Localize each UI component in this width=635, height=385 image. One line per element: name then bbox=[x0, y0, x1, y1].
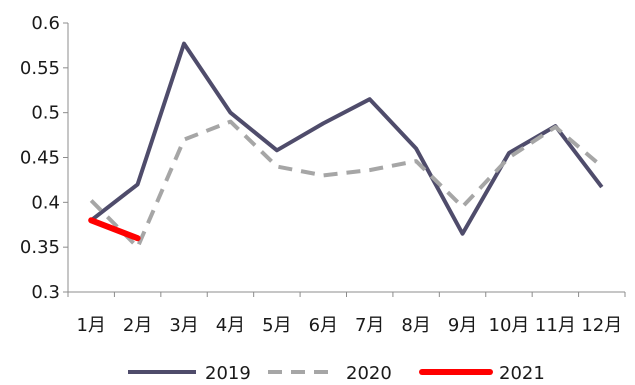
plot-area bbox=[88, 41, 604, 250]
legend: 2019 2020 2021 bbox=[128, 363, 545, 384]
x-tick-label: 11月 bbox=[535, 315, 576, 336]
legend-label-2019: 2019 bbox=[205, 363, 251, 384]
x-tick-label: 10月 bbox=[489, 315, 530, 336]
x-tick-label: 9月 bbox=[448, 315, 477, 336]
y-axis: 0.3 0.35 0.4 0.45 0.5 0.55 0.6 bbox=[20, 13, 69, 303]
y-tick-label: 0.55 bbox=[20, 58, 60, 79]
x-tick-label: 8月 bbox=[401, 315, 430, 336]
x-tick-label: 6月 bbox=[309, 315, 338, 336]
y-tick-label: 0.35 bbox=[20, 237, 60, 258]
series-line-2019 bbox=[89, 41, 604, 236]
series-line-2021 bbox=[88, 217, 141, 242]
x-tick-label: 3月 bbox=[169, 315, 198, 336]
y-tick-label: 0.45 bbox=[20, 148, 60, 169]
legend-label-2020: 2020 bbox=[346, 363, 392, 384]
y-tick-label: 0.6 bbox=[31, 13, 60, 34]
series-line-2020 bbox=[89, 119, 604, 250]
x-tick-label: 5月 bbox=[262, 315, 291, 336]
x-tick-label: 2月 bbox=[123, 315, 152, 336]
y-tick-label: 0.5 bbox=[31, 103, 60, 124]
x-tick-label: 7月 bbox=[355, 315, 384, 336]
y-tick-label: 0.4 bbox=[31, 192, 60, 213]
x-tick-label: 1月 bbox=[76, 315, 105, 336]
y-tick-label: 0.3 bbox=[31, 282, 60, 303]
legend-label-2021: 2021 bbox=[499, 363, 545, 384]
x-axis: 1月 2月 3月 4月 5月 6月 7月 8月 9月 10月 11月 12月 bbox=[67, 291, 626, 336]
x-tick-label: 12月 bbox=[581, 315, 622, 336]
x-tick-label: 4月 bbox=[216, 315, 245, 336]
